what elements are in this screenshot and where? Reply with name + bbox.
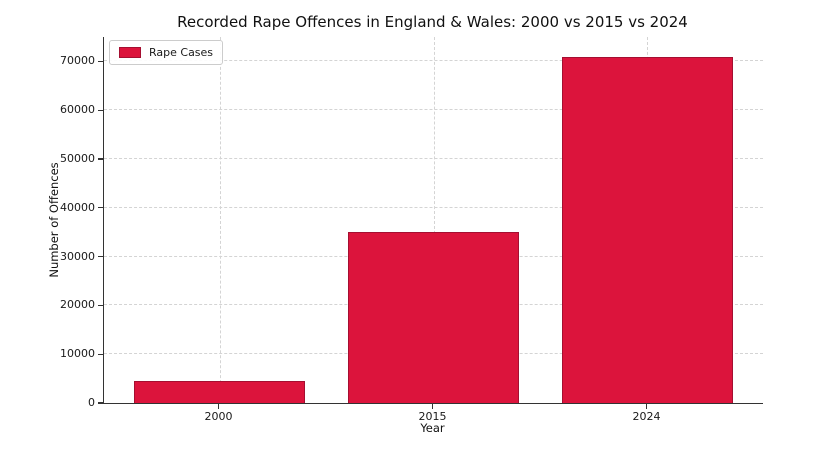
y-tick-label-20000: 20000 xyxy=(60,298,95,312)
x-tick-label-2000: 2000 xyxy=(204,410,233,423)
y-tick-mark-50000 xyxy=(98,158,103,160)
legend: Rape Cases xyxy=(109,40,224,65)
bar-2024 xyxy=(561,56,734,403)
y-tick-mark-30000 xyxy=(98,255,103,258)
y-tick-mark-60000 xyxy=(98,109,103,111)
y-tick-label-70000: 70000 xyxy=(60,54,95,68)
y-tick-label-40000: 40000 xyxy=(60,200,95,214)
x-tick-mark-2000 xyxy=(217,404,220,409)
legend-entry-label: Rape Cases xyxy=(149,46,214,59)
y-tick-label-60000: 60000 xyxy=(60,103,95,117)
x-axis-label: Year xyxy=(420,421,445,435)
bar-2015 xyxy=(347,232,520,403)
x-gridline-2000 xyxy=(219,37,221,403)
y-tick-mark-20000 xyxy=(98,304,103,307)
y-tick-label-0: 0 xyxy=(88,396,95,409)
y-tick-mark-0 xyxy=(98,402,103,404)
y-tick-label-50000: 50000 xyxy=(60,152,95,165)
x-tick-label-2024: 2024 xyxy=(632,410,661,423)
y-tick-mark-70000 xyxy=(98,60,103,63)
legend-swatch-icon xyxy=(119,47,141,58)
y-tick-label-30000: 30000 xyxy=(60,249,95,263)
chart-title: Recorded Rape Offences in England & Wale… xyxy=(177,13,688,31)
x-tick-mark-2015 xyxy=(431,404,434,409)
y-tick-mark-10000 xyxy=(98,353,103,355)
y-tick-label-10000: 10000 xyxy=(60,347,95,361)
bar-2000 xyxy=(133,380,306,403)
x-gridline-2015 xyxy=(433,37,435,403)
x-tick-label-2015: 2015 xyxy=(418,410,447,423)
y-tick-mark-40000 xyxy=(98,207,103,209)
x-tick-mark-2024 xyxy=(645,404,648,409)
plot-area: Rape Cases xyxy=(103,37,763,404)
